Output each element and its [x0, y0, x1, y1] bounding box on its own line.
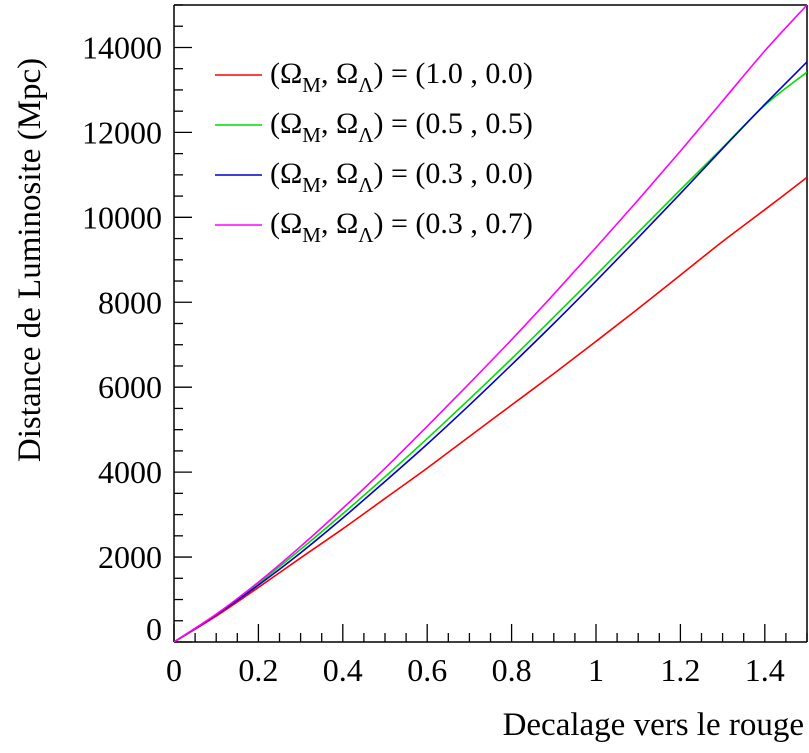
y-tick-label: 8000 — [98, 284, 162, 320]
y-tick-label: 6000 — [98, 369, 162, 405]
y-tick-label: 4000 — [98, 454, 162, 490]
y-tick-label: 10000 — [82, 199, 162, 235]
x-tick-label: 1 — [588, 652, 604, 688]
legend-entry-3: (ΩM, ΩΛ) = (0.3 , 0.0) — [270, 157, 533, 197]
series-line-3 — [174, 61, 807, 642]
y-tick-label: 2000 — [98, 539, 162, 575]
legend: (ΩM, ΩΛ) = (1.0 , 0.0) (ΩM, ΩΛ) = (0.5 , … — [215, 57, 533, 247]
x-axis-label: Decalage vers le rouge — [503, 707, 804, 743]
legend-entry-1: (ΩM, ΩΛ) = (1.0 , 0.0) — [270, 57, 533, 97]
y-tick-label: 0 — [146, 611, 162, 647]
x-tick-label: 0 — [166, 652, 182, 688]
x-tick-label: 1.2 — [660, 652, 700, 688]
series-line-4 — [174, 5, 807, 642]
x-tick-label: 0.2 — [238, 652, 278, 688]
axis-ticks: 0 0.2 0.4 0.6 0.8 1 1.2 1.4 0 2000 4000 6000 8000 100… — [82, 4, 808, 688]
y-tick-label: 12000 — [82, 114, 162, 150]
legend-entry-4: (ΩM, ΩΛ) = (0.3 , 0.7) — [270, 207, 533, 247]
series-line-1 — [174, 176, 807, 642]
x-tick-label: 1.4 — [745, 652, 785, 688]
series-line-2 — [174, 71, 807, 642]
y-tick-label: 14000 — [82, 29, 162, 65]
series-layer — [174, 5, 807, 642]
y-axis-label: Distance de Luminosite (Mpc) — [12, 58, 48, 462]
legend-entry-2: (ΩM, ΩΛ) = (0.5 , 0.5) — [270, 107, 533, 147]
x-tick-label: 0.6 — [407, 652, 447, 688]
x-tick-label: 0.8 — [492, 652, 532, 688]
x-tick-label: 0.4 — [323, 652, 363, 688]
